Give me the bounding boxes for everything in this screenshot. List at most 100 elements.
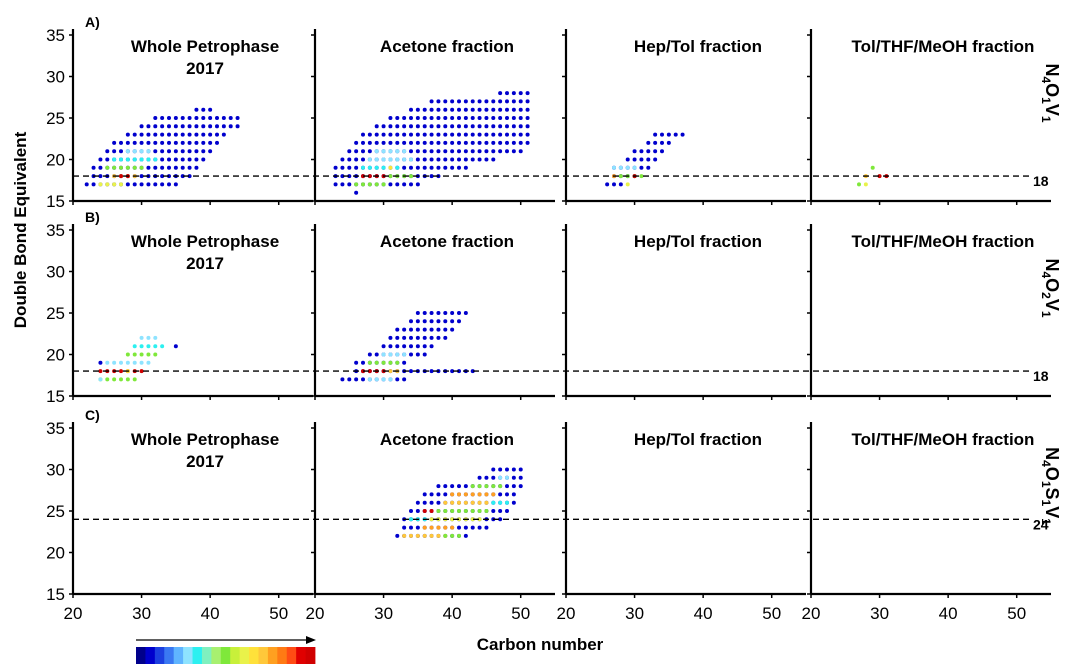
data-point xyxy=(388,140,393,145)
data-point xyxy=(91,165,96,170)
data-point xyxy=(525,91,530,96)
data-point xyxy=(395,140,400,145)
data-point xyxy=(146,140,151,145)
data-point xyxy=(457,500,461,505)
data-point xyxy=(132,140,137,145)
data-point xyxy=(491,140,496,145)
row-formula-label: N4O1V1 xyxy=(1039,63,1062,122)
row-formula-label: N4O2V1 xyxy=(1039,258,1062,317)
data-point xyxy=(511,492,516,497)
data-point xyxy=(491,124,496,129)
data-point xyxy=(680,132,685,137)
data-point xyxy=(612,165,616,170)
data-point xyxy=(347,157,352,162)
data-point xyxy=(470,107,475,112)
data-point xyxy=(415,140,420,145)
data-point xyxy=(125,149,130,154)
colorscale-swatch xyxy=(201,647,212,664)
data-point xyxy=(436,525,441,530)
data-point xyxy=(429,533,434,538)
data-point xyxy=(340,165,345,170)
data-point xyxy=(415,509,420,513)
data-point xyxy=(422,165,427,170)
data-point xyxy=(511,149,516,154)
data-point xyxy=(139,157,144,162)
data-point xyxy=(367,174,372,179)
data-point xyxy=(457,149,461,154)
data-point xyxy=(125,352,130,357)
panel-title: Acetone fraction xyxy=(380,37,514,56)
formula-part: N xyxy=(1042,258,1062,271)
data-point xyxy=(525,124,530,129)
data-point xyxy=(518,116,523,120)
data-point xyxy=(354,140,359,145)
colorscale-swatch xyxy=(239,647,250,664)
data-point xyxy=(450,500,455,505)
data-point xyxy=(518,149,523,154)
data-point xyxy=(132,165,137,170)
data-point xyxy=(119,174,123,179)
data-point xyxy=(422,132,427,137)
data-point xyxy=(518,107,523,112)
data-point xyxy=(646,149,651,154)
data-point xyxy=(463,99,468,104)
data-point xyxy=(436,484,441,489)
data-point xyxy=(415,116,420,120)
data-point xyxy=(402,377,407,382)
data-point xyxy=(173,165,178,170)
data-point xyxy=(518,132,523,137)
y-tick-label: 30 xyxy=(46,263,65,282)
data-point xyxy=(119,182,123,187)
data-point xyxy=(221,116,226,120)
data-point xyxy=(125,140,130,145)
data-point xyxy=(505,492,509,497)
data-point xyxy=(180,157,185,162)
formula-part: V xyxy=(1042,299,1062,311)
data-point xyxy=(395,377,400,382)
data-point xyxy=(367,157,372,162)
data-point xyxy=(125,165,130,170)
data-point xyxy=(505,132,509,137)
formula-part: S xyxy=(1042,487,1062,499)
data-point xyxy=(173,149,178,154)
data-point xyxy=(146,182,151,187)
data-point xyxy=(857,182,861,187)
data-point xyxy=(388,157,393,162)
x-tick-label: 30 xyxy=(625,604,644,623)
formula-part: 1 xyxy=(1039,518,1053,525)
data-point xyxy=(429,107,434,112)
data-point xyxy=(381,344,386,349)
data-point xyxy=(450,157,455,162)
data-point xyxy=(525,132,530,137)
data-point xyxy=(347,165,352,170)
data-point xyxy=(443,140,448,145)
data-point xyxy=(491,132,496,137)
colorscale-swatch xyxy=(305,647,316,664)
data-point xyxy=(409,352,413,357)
data-point xyxy=(201,107,206,112)
data-point xyxy=(505,149,509,154)
formula-part: V xyxy=(1042,506,1062,518)
data-point xyxy=(429,140,434,145)
data-point xyxy=(477,500,482,505)
data-point xyxy=(367,377,372,382)
data-point xyxy=(105,157,110,162)
data-point xyxy=(167,140,171,145)
data-point xyxy=(505,484,509,489)
data-point xyxy=(146,360,151,365)
data-point xyxy=(646,165,651,170)
data-point xyxy=(208,149,213,154)
data-point xyxy=(457,492,461,497)
data-point xyxy=(429,335,434,340)
colorscale-swatch xyxy=(211,647,222,664)
data-point xyxy=(429,344,434,349)
data-point xyxy=(484,492,489,497)
data-point xyxy=(443,107,448,112)
data-point xyxy=(153,344,158,349)
data-point xyxy=(450,484,455,489)
data-point xyxy=(98,182,103,187)
x-tick-label: 20 xyxy=(802,604,821,623)
data-point xyxy=(429,124,434,129)
data-point xyxy=(415,352,420,357)
data-point xyxy=(388,352,393,357)
